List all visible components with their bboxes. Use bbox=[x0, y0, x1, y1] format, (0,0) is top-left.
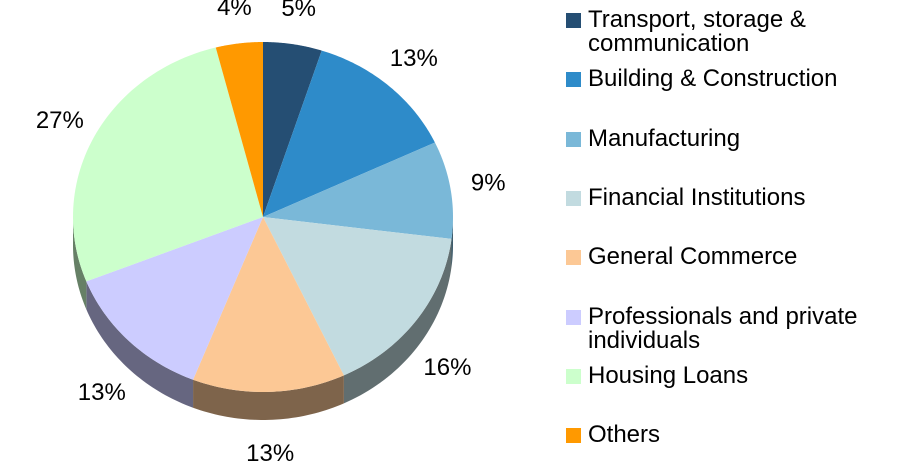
data-label: 27% bbox=[36, 107, 84, 134]
legend-swatch bbox=[566, 131, 581, 147]
pie-area: 5% 13% 9% 16% 13% 13% 27% 4% bbox=[36, 0, 506, 467]
data-label: 5% bbox=[281, 0, 316, 22]
legend-label: Professionals and private individuals bbox=[588, 302, 858, 354]
data-label: 4% bbox=[217, 0, 252, 21]
data-label: 13% bbox=[78, 379, 126, 406]
legend-item: Building & Construction bbox=[566, 67, 911, 91]
legend-swatch bbox=[566, 190, 581, 206]
legend-label: Transport, storage & communication bbox=[588, 6, 806, 57]
data-label: 9% bbox=[471, 169, 506, 196]
slice-side bbox=[451, 217, 453, 267]
slice-side bbox=[193, 375, 344, 420]
legend-item: Transport, storage & communication bbox=[566, 8, 911, 56]
slice bbox=[73, 47, 263, 282]
slice bbox=[86, 217, 263, 380]
data-label: 13% bbox=[246, 440, 294, 467]
legend-item: General Commerce bbox=[566, 245, 911, 269]
legend-label: Building & Construction bbox=[588, 65, 838, 93]
legend-label: Financial Institutions bbox=[588, 183, 806, 211]
slice bbox=[263, 42, 322, 217]
legend-item: Financial Institutions bbox=[566, 183, 911, 211]
legend-label: General Commerce bbox=[588, 243, 798, 271]
legend-swatch bbox=[566, 13, 581, 28]
data-label: 13% bbox=[390, 45, 438, 72]
legend-label: Housing Loans bbox=[588, 361, 749, 389]
legend-swatch bbox=[566, 428, 581, 444]
data-label: 16% bbox=[423, 354, 471, 381]
legend-item: Housing Loans bbox=[566, 361, 911, 389]
legend-swatch bbox=[566, 368, 581, 384]
slice bbox=[263, 217, 452, 376]
slice-side bbox=[73, 217, 87, 310]
legend-swatch bbox=[566, 72, 581, 88]
slice-side bbox=[86, 281, 194, 408]
legend-item: Others bbox=[566, 423, 911, 447]
legend-label: Manufacturing bbox=[588, 124, 741, 152]
slice bbox=[263, 50, 435, 217]
slice bbox=[215, 42, 263, 217]
legend-label: Others bbox=[588, 421, 661, 449]
legend-swatch bbox=[566, 309, 581, 325]
slice-side bbox=[343, 238, 452, 404]
slice bbox=[193, 217, 344, 392]
legend-item: Professionals and private individuals bbox=[566, 302, 911, 354]
legend-swatch bbox=[566, 250, 581, 266]
slice bbox=[263, 142, 453, 239]
legend-item: Manufacturing bbox=[566, 124, 911, 152]
